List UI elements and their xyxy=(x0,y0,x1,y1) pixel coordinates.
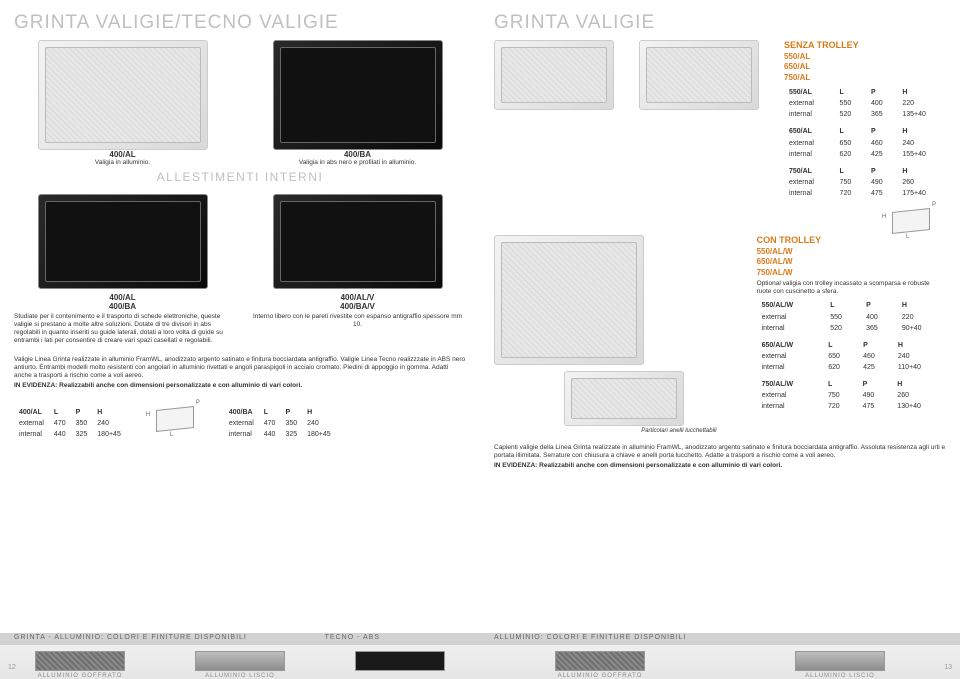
dim-diagram-right: L P H xyxy=(880,200,942,242)
swatch-goffrato-r: ALLUMINIO GOFFRATO xyxy=(555,651,645,679)
product-400al: 400/AL Valigia in alluminio. xyxy=(14,40,231,166)
swatch-goffrato-l: ALLUMINIO GOFFRATO xyxy=(35,651,125,679)
left-bottom-tables: 400/ALLPH external470350240 internal4403… xyxy=(14,398,466,440)
mid-al: 400/AL xyxy=(14,293,231,302)
case-interior-right xyxy=(273,194,443,289)
mid-desc-left: Studiate per il contenimento e il traspo… xyxy=(14,313,231,346)
case-image-400ba xyxy=(273,40,443,150)
desc-400ba: Valigia in abs nero e profilati in allum… xyxy=(249,159,466,166)
mid-left: 400/AL 400/BA Studiate per il contenimen… xyxy=(14,194,231,346)
left-title: GRINTA VALIGIE/TECNO VALIGIE xyxy=(14,12,339,34)
left-page: GRINTA VALIGIE/TECNO VALIGIE 400/AL Vali… xyxy=(0,0,480,679)
caption-anelli: Particolari anelli lucchettabili xyxy=(494,428,717,436)
left-long-desc: Valigie Linea Grinta realizzate in allum… xyxy=(14,356,466,380)
con-desc: Optional valigia con trolley incassato a… xyxy=(757,280,946,296)
senza-title: SENZA TROLLEY xyxy=(784,40,946,50)
left-swatches: ALLUMINIO GOFFRATO ALLUMINIO LISCIO xyxy=(0,651,480,679)
senza-tables: 550/ALLPH external550400220 internal5203… xyxy=(784,87,946,199)
table-400al: 400/ALLPH external470350240 internal4403… xyxy=(14,407,126,440)
case-interior-left xyxy=(38,194,208,289)
con-models: 550/AL/W 650/AL/W 750/AL/W xyxy=(757,247,946,278)
right-footer-label: ALLUMINIO: COLORI E FINITURE DISPONIBILI xyxy=(494,634,686,641)
mid-bav: 400/BA/V xyxy=(249,302,466,311)
case-img-2 xyxy=(639,40,759,110)
table-650: 650/ALLPH external650460240 internal6204… xyxy=(784,126,946,159)
mid-product-row: 400/AL 400/BA Studiate per il contenimen… xyxy=(14,194,466,346)
left-evidenza: IN EVIDENZA: Realizzabili anche con dime… xyxy=(14,382,466,390)
left-evidenza-text: IN EVIDENZA: Realizzabili anche con dime… xyxy=(14,382,302,389)
right-title-row: GRINTA VALIGIE xyxy=(494,12,946,34)
table-400ba: 400/BALPH external470350240 internal4403… xyxy=(224,407,336,440)
left-footer-label: GRINTA - ALLUMINIO: COLORI E FINITURE DI… xyxy=(14,634,247,641)
table-550w: 550/AL/WLPH external550400220 internal52… xyxy=(757,300,946,333)
left-title-row: GRINTA VALIGIE/TECNO VALIGIE xyxy=(14,12,466,34)
right-title: GRINTA VALIGIE xyxy=(494,12,655,34)
product-400ba: 400/BA Valigia in abs nero e profilati i… xyxy=(249,40,466,166)
catalog-spread: GRINTA VALIGIE/TECNO VALIGIE 400/AL Vali… xyxy=(0,0,960,679)
table-750w: 750/AL/WLPH external750490260 internal72… xyxy=(757,379,946,412)
trolley-img-2 xyxy=(564,371,684,426)
desc-400al: Valigia in alluminio. xyxy=(14,159,231,166)
senza-models: 550/AL 650/AL 750/AL xyxy=(784,52,946,83)
table-750: 750/ALLPH external750490260 internal7204… xyxy=(784,166,946,199)
left-footer: GRINTA - ALLUMINIO: COLORI E FINITURE DI… xyxy=(0,633,480,679)
mid-right: 400/AL/V 400/BA/V Interno libero con le … xyxy=(249,194,466,329)
right-swatches: ALLUMINIO GOFFRATO ALLUMINIO LISCIO xyxy=(480,651,960,679)
right-page: GRINTA VALIGIE SENZA TROLLEY 550/AL 650/… xyxy=(480,0,960,679)
swatch-liscio-r: ALLUMINIO LISCIO xyxy=(795,651,885,679)
right-stack-images xyxy=(494,40,629,116)
dim-diagram-left: L P H xyxy=(144,398,206,440)
con-block: CON TROLLEY 550/AL/W 650/AL/W 750/AL/W O… xyxy=(757,235,946,412)
right-top-block: SENZA TROLLEY 550/AL 650/AL 750/AL 550/A… xyxy=(494,40,946,199)
right-evidenza-text: IN EVIDENZA: Realizzabili anche con dime… xyxy=(494,462,782,469)
left-footer-label2: TECNO - ABS xyxy=(325,634,380,641)
case-image-400al xyxy=(38,40,208,150)
senza-block: SENZA TROLLEY 550/AL 650/AL 750/AL 550/A… xyxy=(784,40,946,199)
allestimenti-heading: ALLESTIMENTI INTERNI xyxy=(14,170,466,184)
pagenum-right: 13 xyxy=(944,664,952,671)
right-evidenza: IN EVIDENZA: Realizzabili anche con dime… xyxy=(494,462,946,470)
label-400al: 400/AL xyxy=(14,150,231,159)
right-stack-images2 xyxy=(639,40,774,116)
swatch-abs-l xyxy=(355,651,445,679)
mid-alv: 400/AL/V xyxy=(249,293,466,302)
table-650w: 650/AL/WLPH external650460240 internal62… xyxy=(757,340,946,373)
table-550: 550/ALLPH external550400220 internal5203… xyxy=(784,87,946,120)
mid-desc-right: Interno libero con le pareti rivestite c… xyxy=(249,313,466,329)
con-tables: 550/AL/WLPH external550400220 internal52… xyxy=(757,300,946,412)
swatch-liscio-l: ALLUMINIO LISCIO xyxy=(195,651,285,679)
label-400ba: 400/BA xyxy=(249,150,466,159)
top-product-row: 400/AL Valigia in alluminio. 400/BA Vali… xyxy=(14,40,466,166)
right-footer: ALLUMINIO: COLORI E FINITURE DISPONIBILI… xyxy=(480,633,960,679)
pagenum-left: 12 xyxy=(8,664,16,671)
right-con-block: Particolari anelli lucchettabili CON TRO… xyxy=(494,235,946,436)
trolley-img-1 xyxy=(494,235,644,365)
mid-ba: 400/BA xyxy=(14,302,231,311)
right-long-desc: Capienti valigie della Linea Grinta real… xyxy=(494,444,946,460)
case-img-1 xyxy=(494,40,614,110)
trolley-images: Particolari anelli lucchettabili xyxy=(494,235,747,436)
